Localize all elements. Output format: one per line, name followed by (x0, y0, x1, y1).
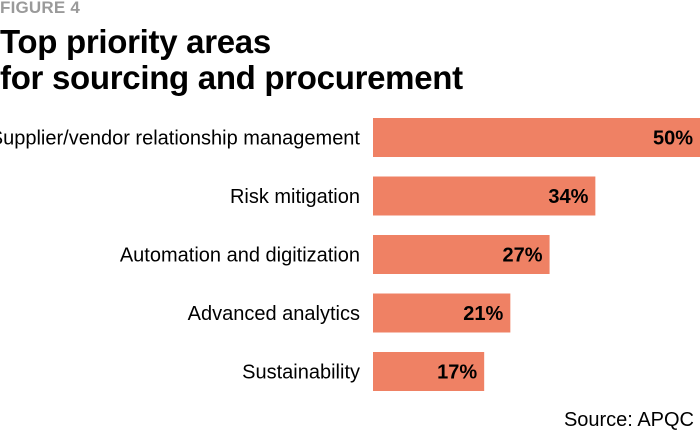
category-label-1: Risk mitigation (230, 186, 360, 208)
bar-1 (373, 176, 596, 216)
chart-title-line-1: Top priority areas (0, 23, 271, 60)
category-label-2: Automation and digitization (120, 245, 360, 267)
source-note: Source: APQC (563, 409, 694, 431)
figure-label: FIGURE 4 (0, 0, 81, 17)
category-label-4: Sustainability (242, 362, 360, 384)
bar-0 (373, 118, 700, 157)
bar-2 (373, 235, 550, 274)
category-label-3: Advanced analytics (188, 303, 360, 325)
bar-4 (373, 352, 485, 391)
chart-title: Top priority areas for sourcing and proc… (0, 24, 463, 96)
value-label-2: 27% (503, 245, 543, 267)
value-label-1: 34% (548, 186, 588, 208)
chart-title-line-2: for sourcing and procurement (0, 59, 463, 96)
category-label-0: Supplier/vendor relationship management (0, 128, 360, 150)
value-label-3: 21% (463, 303, 503, 325)
value-label-0: 50% (653, 128, 693, 150)
bar-3 (373, 293, 511, 333)
value-label-4: 17% (437, 362, 477, 384)
